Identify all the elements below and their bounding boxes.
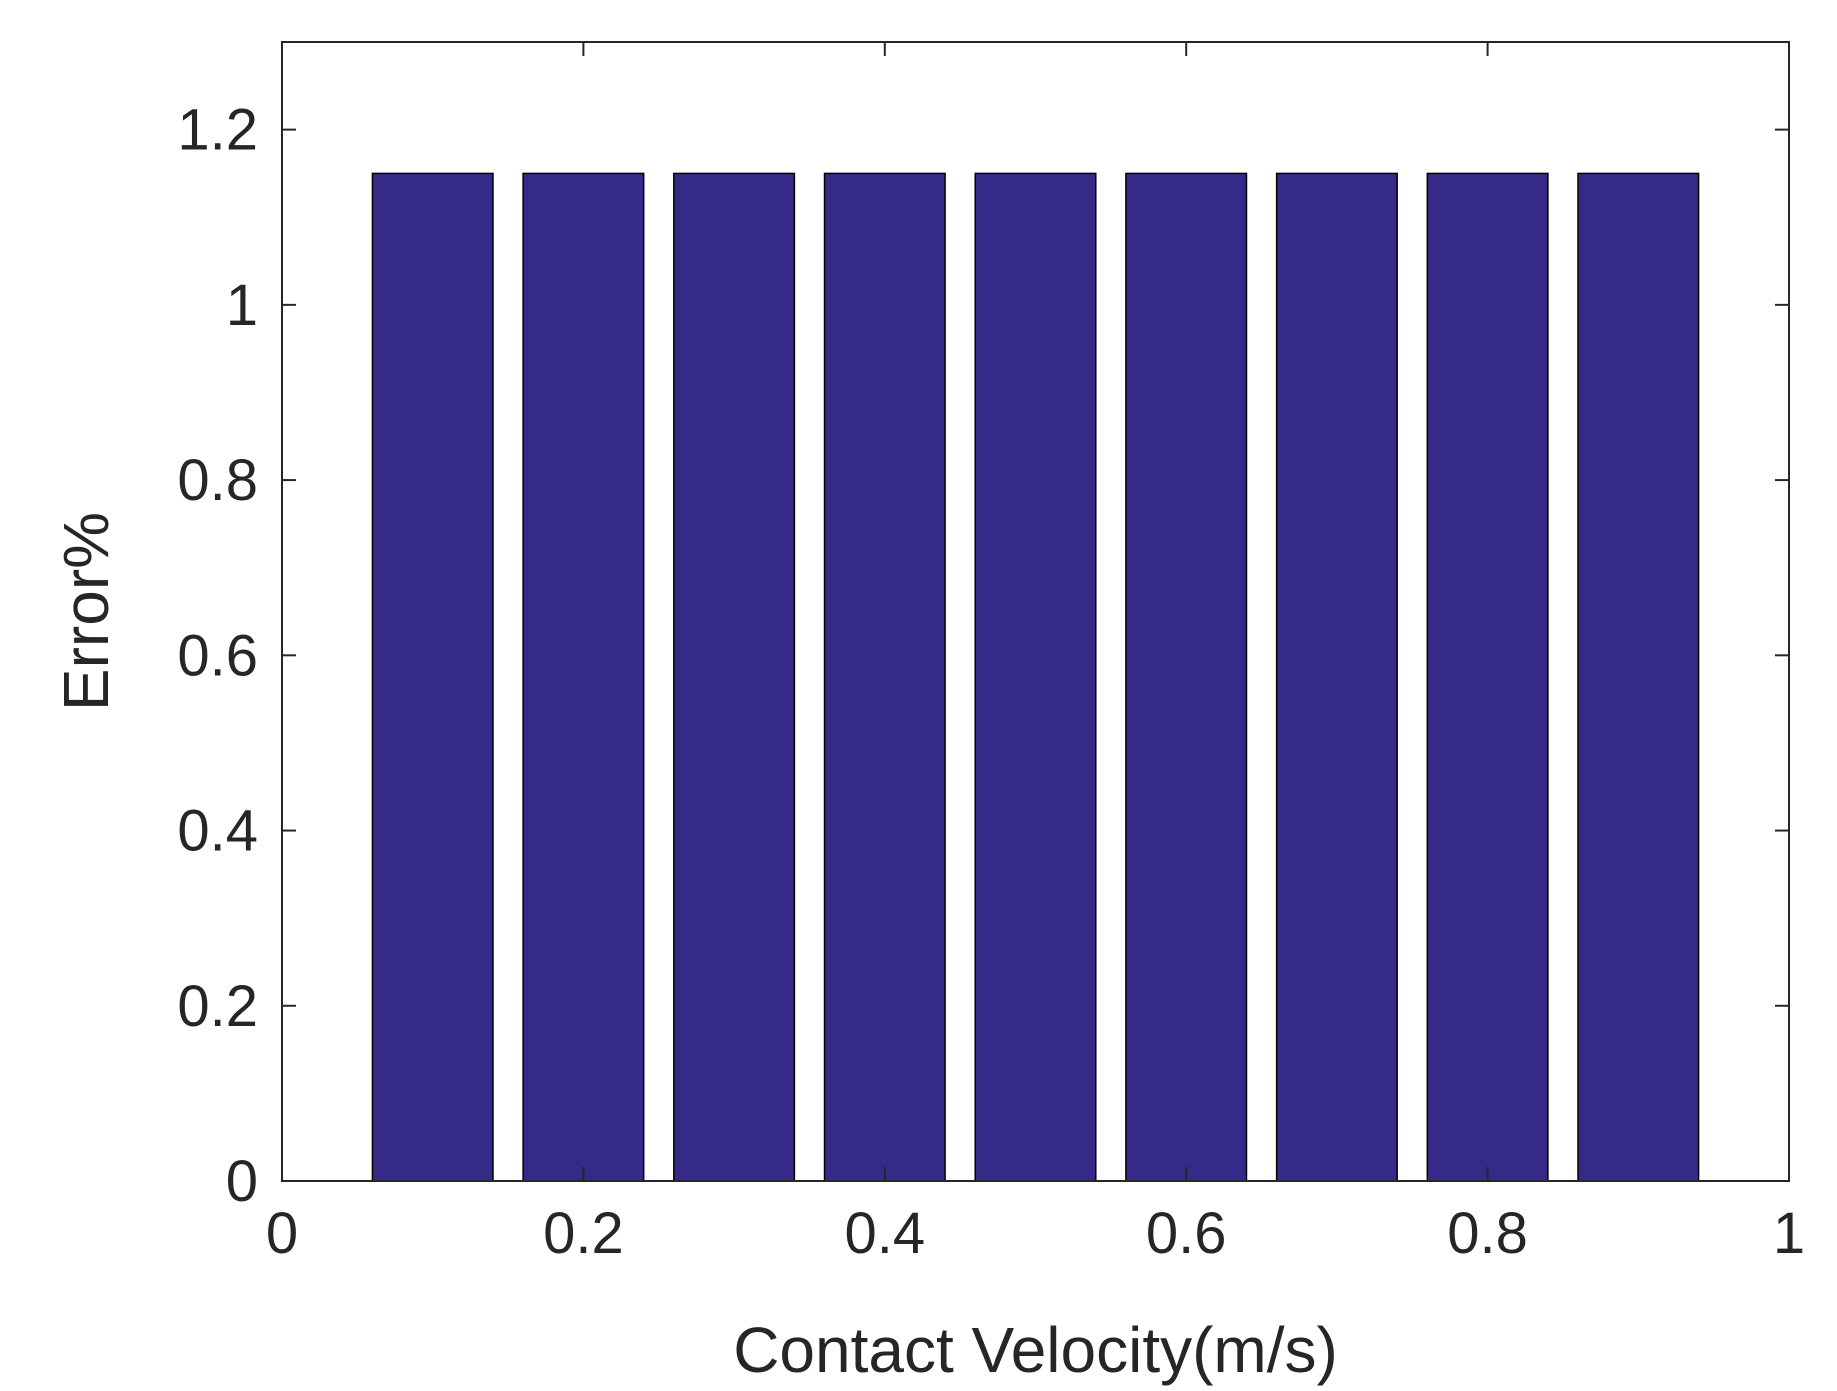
x-tick-label: 0.2 <box>543 1201 624 1266</box>
x-tick-label: 0.6 <box>1146 1201 1227 1266</box>
bar <box>1125 172 1248 1182</box>
x-tick-label: 0.8 <box>1447 1201 1528 1266</box>
plot-frame <box>281 41 1790 1182</box>
bar <box>1426 172 1549 1182</box>
ticks-group: 0 0.2 0.4 0.6 0.8 1 0 0.2 0.4 0.6 0.8 1 1.2 <box>177 42 1805 1266</box>
y-tick-label: 1.2 <box>177 98 258 163</box>
bar <box>673 172 796 1182</box>
x-tick-label: 0.4 <box>844 1201 925 1266</box>
x-tick-label: 0 <box>266 1201 298 1266</box>
bar <box>974 172 1097 1182</box>
x-tick-label: 1 <box>1773 1201 1805 1266</box>
y-tick-label: 0.8 <box>177 448 258 513</box>
bar <box>823 172 946 1182</box>
x-axis-title: Contact Velocity(m/s) <box>733 1314 1338 1386</box>
bar <box>1577 172 1700 1182</box>
y-tick-label: 0.6 <box>177 623 258 688</box>
y-tick-label: 0 <box>226 1149 258 1214</box>
y-axis-title: Error% <box>50 512 122 711</box>
y-tick-label: 0.2 <box>177 974 258 1039</box>
y-tick-label: 1 <box>226 273 258 338</box>
bar <box>1275 172 1398 1182</box>
y-tick-label: 0.4 <box>177 799 258 864</box>
bar <box>371 172 494 1182</box>
bar <box>522 172 645 1182</box>
bars-group <box>371 172 1700 1182</box>
